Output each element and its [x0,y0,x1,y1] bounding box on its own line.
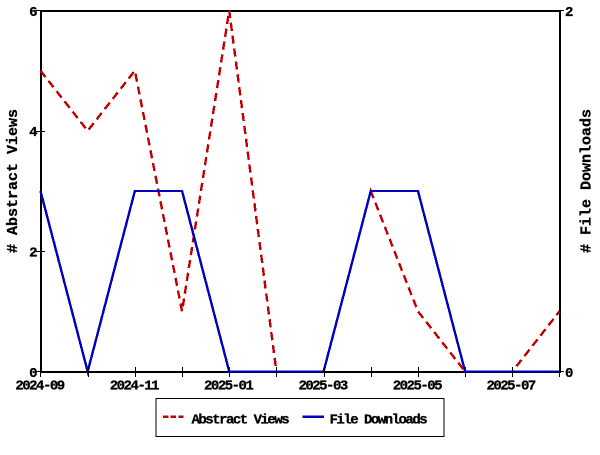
svg-text:# Abstract Views: # Abstract Views [5,109,22,253]
svg-text:2025-05: 2025-05 [393,379,442,395]
svg-text:4: 4 [29,125,37,141]
svg-text:2: 2 [565,5,573,21]
svg-text:6: 6 [29,5,37,21]
svg-text:0: 0 [565,366,573,382]
svg-text:File Downloads: File Downloads [330,413,428,429]
svg-text:2025-03: 2025-03 [298,379,347,395]
svg-text:2024-11: 2024-11 [110,379,159,395]
svg-text:2: 2 [29,245,37,261]
svg-text:0: 0 [29,366,37,382]
svg-text:2025-01: 2025-01 [204,379,253,395]
svg-text:2025-07: 2025-07 [486,379,535,395]
svg-text:2024-09: 2024-09 [15,379,64,395]
svg-text:# File Downloads: # File Downloads [579,109,596,253]
svg-text:Abstract Views: Abstract Views [192,413,290,429]
